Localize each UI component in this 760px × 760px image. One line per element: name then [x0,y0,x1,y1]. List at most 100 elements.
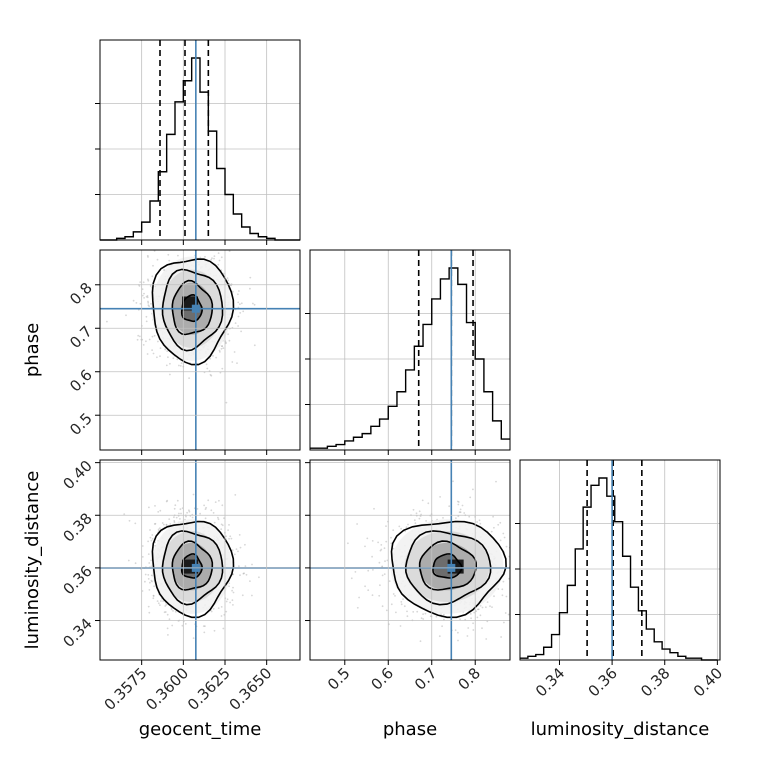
joint-phase-vs-luminosity-distance-point [448,505,451,508]
xtick-label-luminosity-distance-0: 0.34 [532,664,568,700]
joint-geocent-time-vs-luminosity-distance-point [241,594,244,597]
joint-geocent-time-vs-luminosity-distance-point [149,581,151,584]
joint-geocent-time-vs-phase-point [147,279,150,282]
joint-phase-vs-luminosity-distance-point [443,613,445,616]
joint-geocent-time-vs-phase-point [237,293,239,296]
joint-phase-vs-luminosity-distance-point [512,584,514,586]
joint-geocent-time-vs-phase-point [168,259,171,262]
joint-geocent-time-vs-luminosity-distance-point [212,607,215,610]
joint-geocent-time-vs-phase-point [212,355,214,357]
ytick-label-phase-1: 0.6 [66,366,96,396]
joint-geocent-time-vs-phase-point [240,302,243,305]
joint-geocent-time-vs-luminosity-distance-point [151,534,154,536]
joint-phase-vs-luminosity-distance-point [384,560,386,563]
joint-geocent-time-vs-phase-point [217,263,220,266]
joint-phase-vs-luminosity-distance-contour-0 [432,553,463,579]
joint-phase-vs-luminosity-distance-point [468,515,471,518]
joint-geocent-time-vs-luminosity-distance-point [238,534,241,536]
joint-geocent-time-vs-luminosity-distance-point [134,562,137,565]
joint-phase-vs-luminosity-distance-grid-y [310,462,510,621]
joint-geocent-time-vs-phase-point [219,371,222,374]
joint-geocent-time-vs-luminosity-distance-point [210,509,213,512]
joint-geocent-time-vs-phase-point [151,335,154,338]
joint-geocent-time-vs-phase-point [106,320,108,323]
joint-geocent-time-vs-phase-point [213,257,215,260]
joint-geocent-time-vs-luminosity-distance-point [151,538,154,540]
joint-geocent-time-vs-luminosity-distance-point [147,553,150,555]
joint-phase-vs-luminosity-distance-point [402,598,404,600]
joint-geocent-time-vs-phase-point [132,299,135,302]
xlabel-geocent-time: geocent_time [139,719,262,740]
joint-phase-vs-luminosity-distance-point [379,584,381,587]
joint-phase-vs-luminosity-distance-point [418,517,421,520]
joint-phase-vs-luminosity-distance-contour-1 [418,540,478,591]
joint-phase-vs-luminosity-distance-point [475,610,478,613]
joint-phase-vs-luminosity-distance-point [413,519,416,522]
joint-geocent-time-vs-phase-layer [100,248,300,450]
joint-geocent-time-vs-luminosity-distance-point [152,595,155,597]
joint-geocent-time-vs-luminosity-distance-point [168,618,171,621]
xtick-label-luminosity-distance-3: 0.40 [690,664,726,700]
joint-phase-vs-luminosity-distance-point [412,611,415,613]
joint-geocent-time-vs-phase-point [142,281,145,284]
joint-phase-vs-luminosity-distance-point [424,612,427,615]
joint-geocent-time-vs-phase-point [152,352,155,355]
joint-phase-vs-luminosity-distance-point [513,552,515,554]
joint-geocent-time-vs-phase-content [100,248,300,450]
joint-geocent-time-vs-luminosity-distance-point [204,625,206,627]
xtick-label-geocent-time-3: 0.3650 [226,664,276,714]
joint-phase-vs-luminosity-distance-frame [309,459,511,661]
joint-geocent-time-vs-phase-point [145,315,148,318]
joint-phase-vs-luminosity-distance-point [394,595,396,597]
joint-phase-vs-luminosity-distance-point [479,614,482,617]
joint-phase-vs-luminosity-distance-point [463,512,466,514]
joint-geocent-time-vs-luminosity-distance-point [175,516,178,519]
joint-geocent-time-vs-luminosity-distance-point [217,607,220,609]
joint-phase-vs-luminosity-distance-point [514,587,516,589]
joint-geocent-time-vs-luminosity-distance-point [242,572,245,575]
ytick-label-luminosity-distance-3: 0.40 [59,457,95,493]
joint-phase-vs-luminosity-distance-point [505,545,508,548]
joint-phase-vs-luminosity-distance-point [412,508,415,511]
joint-geocent-time-vs-luminosity-distance-point [166,613,169,616]
joint-phase-vs-luminosity-distance-point [422,613,424,615]
joint-geocent-time-vs-luminosity-distance-point [239,546,242,549]
joint-phase-vs-luminosity-distance-point [380,548,383,551]
xlabel-phase: phase [383,719,437,740]
joint-geocent-time-vs-luminosity-distance-point [188,509,190,512]
joint-geocent-time-vs-phase-point [156,258,159,261]
joint-phase-vs-luminosity-distance-point [366,537,369,540]
joint-geocent-time-vs-luminosity-distance-point [148,506,150,509]
joint-geocent-time-vs-phase-point [225,342,227,345]
joint-geocent-time-vs-luminosity-distance-point [231,549,234,552]
joint-phase-vs-luminosity-distance-point [497,588,500,590]
joint-phase-vs-luminosity-distance-point [502,580,505,583]
joint-geocent-time-vs-phase-point [146,296,149,299]
joint-geocent-time-vs-luminosity-distance-point [179,518,181,520]
joint-phase-vs-luminosity-distance-point [466,635,469,637]
joint-geocent-time-vs-luminosity-distance-point [152,597,155,600]
joint-geocent-time-vs-phase-point [143,292,145,295]
joint-phase-vs-luminosity-distance-point [457,639,459,642]
hist-luminosity-distance-steps [520,477,718,661]
joint-geocent-time-vs-phase-point [222,347,225,349]
joint-geocent-time-vs-luminosity-distance-point [186,511,189,514]
joint-geocent-time-vs-luminosity-distance-point [164,611,167,613]
joint-geocent-time-vs-phase-point [167,356,169,359]
joint-geocent-time-vs-luminosity-distance-point [147,578,150,580]
joint-geocent-time-vs-phase-point [236,362,238,364]
joint-geocent-time-vs-luminosity-distance-point [220,523,223,526]
joint-phase-vs-luminosity-distance-point [381,574,384,577]
xtick-label-phase-1: 0.6 [367,664,397,694]
joint-geocent-time-vs-luminosity-distance-contour-1 [171,540,214,591]
joint-geocent-time-vs-phase-point [158,248,160,250]
xtick-label-phase-0: 0.5 [324,664,354,694]
joint-geocent-time-vs-luminosity-distance-point [151,580,154,583]
joint-geocent-time-vs-luminosity-distance-point [165,524,168,526]
joint-geocent-time-vs-luminosity-distance-contour-3 [151,520,235,619]
joint-geocent-time-vs-luminosity-distance-point [166,499,169,502]
joint-phase-vs-luminosity-distance-point [419,640,422,643]
joint-geocent-time-vs-luminosity-distance-point [144,580,146,583]
joint-geocent-time-vs-phase-point [147,278,149,281]
joint-phase-vs-luminosity-distance-point [459,511,462,514]
